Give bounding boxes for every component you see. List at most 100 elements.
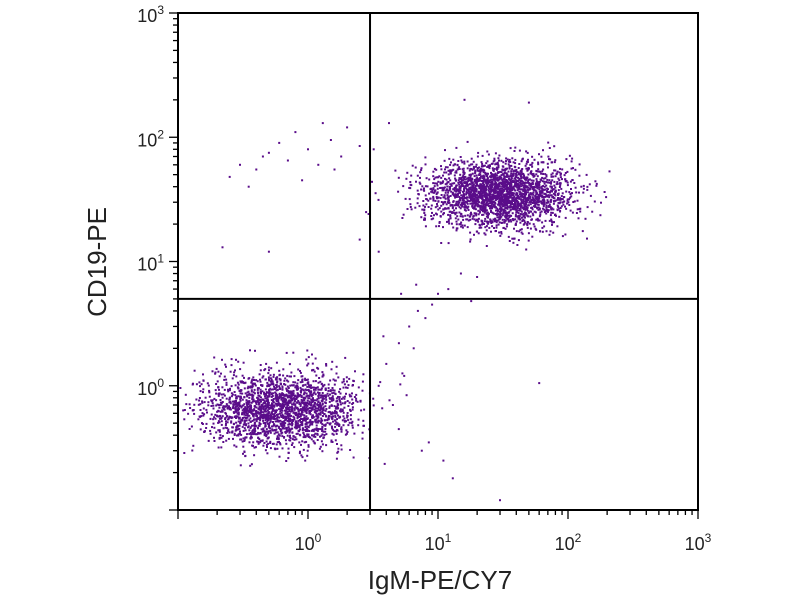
- data-point: [330, 413, 333, 416]
- data-point: [285, 402, 288, 405]
- data-point: [247, 385, 250, 388]
- data-point: [475, 163, 478, 166]
- data-point: [226, 432, 229, 434]
- data-point: [442, 202, 445, 204]
- data-point: [239, 438, 242, 441]
- data-point: [303, 409, 305, 412]
- data-point: [545, 175, 548, 178]
- data-point: [531, 202, 534, 204]
- data-point: [247, 401, 249, 404]
- data-point: [552, 208, 555, 211]
- data-point: [493, 157, 496, 160]
- data-point: [238, 403, 240, 406]
- data-point: [436, 191, 439, 194]
- data-point: [311, 393, 314, 396]
- data-point: [302, 431, 305, 434]
- data-point: [469, 193, 472, 196]
- data-point: [542, 201, 545, 204]
- data-point: [449, 179, 452, 182]
- data-point: [471, 200, 474, 203]
- data-point: [533, 174, 536, 177]
- data-point: [481, 222, 484, 224]
- data-point: [474, 223, 477, 226]
- data-point: [498, 198, 501, 201]
- data-point: [568, 191, 571, 194]
- data-point: [458, 201, 461, 204]
- data-point: [310, 401, 313, 404]
- data-point: [491, 167, 494, 170]
- data-point: [278, 374, 281, 377]
- data-point: [317, 388, 320, 391]
- data-point: [372, 397, 375, 400]
- data-point: [433, 214, 435, 217]
- data-point: [532, 214, 535, 217]
- data-point: [480, 193, 483, 195]
- data-point: [507, 160, 510, 163]
- data-point: [259, 369, 262, 372]
- data-point: [450, 203, 453, 206]
- data-point: [325, 364, 328, 367]
- data-point: [218, 429, 221, 432]
- data-point: [315, 427, 318, 430]
- data-point: [466, 200, 469, 202]
- data-point: [270, 417, 273, 420]
- data-point: [460, 184, 463, 187]
- data-point: [253, 454, 256, 457]
- data-point: [551, 189, 554, 191]
- data-point: [569, 196, 572, 199]
- data-point: [512, 194, 515, 197]
- data-point: [539, 192, 542, 195]
- data-point: [486, 160, 489, 163]
- data-point: [491, 173, 494, 176]
- data-point: [317, 163, 320, 166]
- data-point: [340, 397, 343, 400]
- data-point: [465, 205, 468, 208]
- data-point: [285, 408, 288, 411]
- data-point: [485, 199, 488, 201]
- data-point: [460, 179, 463, 182]
- data-point: [603, 191, 606, 193]
- data-point: [434, 206, 437, 209]
- data-point: [449, 172, 452, 175]
- data-point: [207, 401, 210, 404]
- data-point: [523, 205, 526, 208]
- data-point: [350, 395, 353, 398]
- data-point: [351, 424, 354, 427]
- data-point: [261, 376, 264, 379]
- data-point: [243, 396, 246, 399]
- data-point: [499, 194, 502, 197]
- data-point: [485, 209, 488, 212]
- data-point: [236, 404, 239, 407]
- data-point: [324, 387, 327, 390]
- data-point: [508, 188, 511, 191]
- data-point: [526, 161, 529, 163]
- data-point: [453, 189, 456, 192]
- data-point: [495, 209, 497, 212]
- data-point: [554, 159, 557, 162]
- data-point: [313, 403, 316, 406]
- data-point: [550, 198, 553, 201]
- data-point: [306, 378, 309, 381]
- data-point: [444, 149, 446, 152]
- data-point: [520, 231, 523, 234]
- data-point: [227, 388, 229, 391]
- data-point: [289, 423, 292, 426]
- data-point: [263, 413, 265, 416]
- data-point: [333, 412, 336, 415]
- data-point: [278, 394, 281, 397]
- data-point: [478, 211, 481, 214]
- data-point: [554, 193, 556, 196]
- data-point: [526, 188, 529, 191]
- data-point: [250, 463, 253, 466]
- data-point: [473, 179, 476, 181]
- data-point: [214, 389, 217, 392]
- data-point: [479, 169, 482, 172]
- data-point: [224, 411, 227, 414]
- data-point: [484, 171, 487, 174]
- data-point: [222, 427, 225, 430]
- data-point: [292, 419, 294, 421]
- data-point: [397, 176, 400, 179]
- data-point: [446, 194, 449, 197]
- data-point: [294, 436, 297, 439]
- data-point: [476, 168, 479, 170]
